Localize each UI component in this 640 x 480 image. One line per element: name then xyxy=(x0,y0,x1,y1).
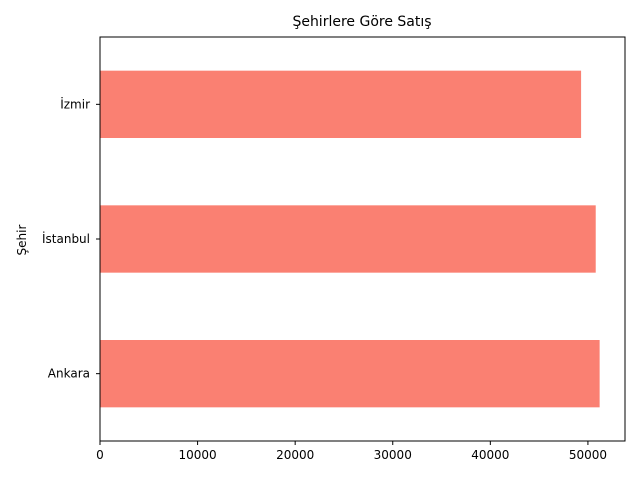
x-ticks-group: 0 10000 20000 30000 40000 50000 xyxy=(96,441,607,462)
x-tick-label-5: 50000 xyxy=(569,448,607,462)
chart-title: Şehirlere Göre Satış xyxy=(292,14,431,30)
x-tick-label-4: 40000 xyxy=(471,448,509,462)
bar-1 xyxy=(100,205,596,273)
x-tick-label-3: 30000 xyxy=(374,448,412,462)
y-tick-label-2: İzmir xyxy=(60,96,90,111)
y-tick-label-1: İstanbul xyxy=(42,231,90,246)
x-tick-label-1: 10000 xyxy=(178,448,216,462)
y-tick-label-0: Ankara xyxy=(48,367,90,381)
x-tick-label-0: 0 xyxy=(96,448,104,462)
y-ticks-group: Ankara İstanbul İzmir xyxy=(42,96,100,381)
plot-frame xyxy=(99,36,626,442)
y-axis-label: Şehir xyxy=(15,224,29,255)
bar-0 xyxy=(100,340,600,408)
x-tick-label-2: 20000 xyxy=(276,448,314,462)
bar-2 xyxy=(100,70,582,138)
bars-group xyxy=(100,70,600,408)
